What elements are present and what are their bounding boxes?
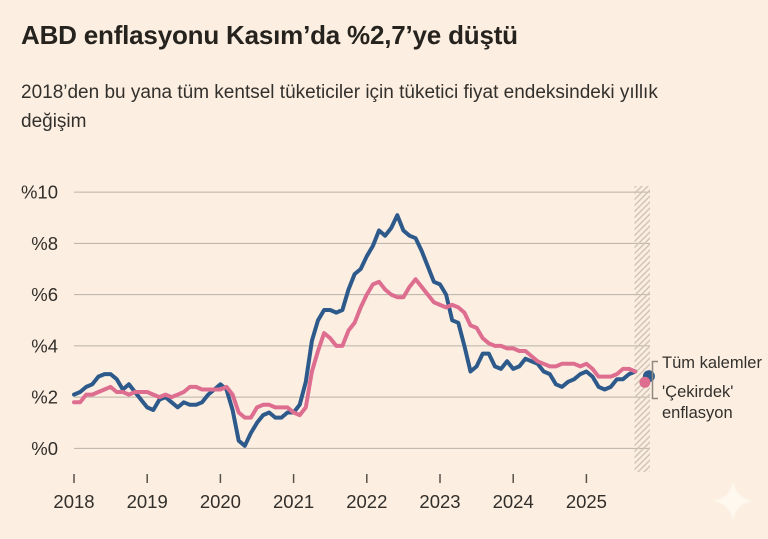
y-axis-label: %6 xyxy=(31,284,58,305)
y-axis-label: %4 xyxy=(31,335,58,356)
x-axis-label: 2022 xyxy=(346,491,387,512)
page-title: ABD enflasyonu Kasım’da %2,7’ye düştü xyxy=(21,20,518,50)
x-axis-label: 2018 xyxy=(53,491,94,512)
x-axis-label: 2025 xyxy=(566,491,607,512)
series-line-all-items xyxy=(72,213,638,448)
y-axis-label: %0 xyxy=(31,438,58,459)
chart-subtitle: 2018’den bu yana tüm kentsel tüketiciler… xyxy=(21,82,658,132)
x-axis-label: 2021 xyxy=(273,491,314,512)
legend-label-all-items: Tüm kalemler xyxy=(662,354,762,372)
legend-bracket xyxy=(651,360,658,400)
x-axis-label: 2024 xyxy=(493,491,534,512)
y-axis-label: %2 xyxy=(31,387,58,408)
y-axis-label: %10 xyxy=(21,182,58,203)
x-axis-label: 2020 xyxy=(200,491,241,512)
x-axis-label: 2019 xyxy=(127,491,168,512)
y-axis-label: %8 xyxy=(31,233,58,254)
end-dot-core-inflation xyxy=(639,376,651,388)
sparkle-watermark-icon xyxy=(711,479,755,523)
legend-label-core-inflation: 'Çekirdek' enflasyon xyxy=(662,383,734,422)
x-axis-label: 2023 xyxy=(419,491,460,512)
series-line-core-inflation xyxy=(72,277,638,420)
data-gap-hatch-band xyxy=(634,186,650,472)
